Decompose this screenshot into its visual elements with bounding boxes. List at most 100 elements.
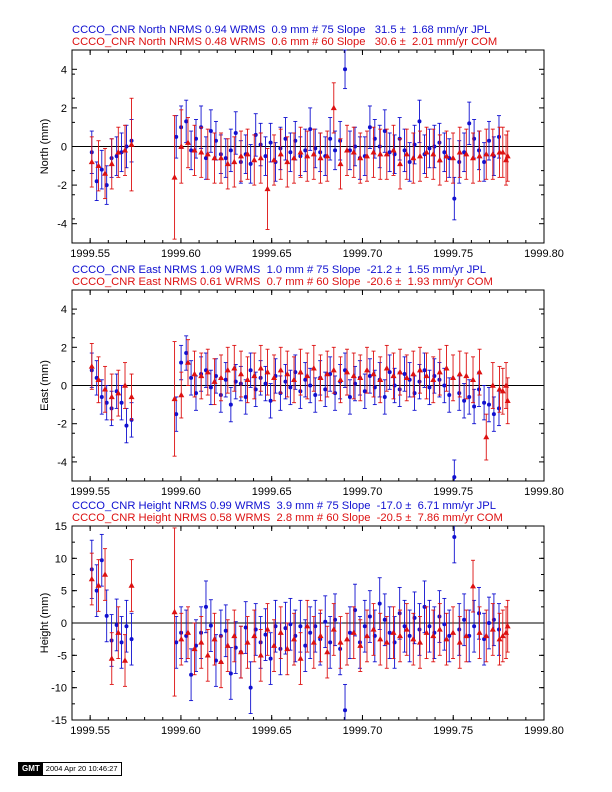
height-jpl-point xyxy=(362,624,367,629)
height-com-point xyxy=(122,657,129,663)
east-com-point xyxy=(383,365,390,371)
north-jpl-point xyxy=(452,196,457,201)
height-jpl-point xyxy=(343,708,348,713)
height-com-point xyxy=(504,623,511,629)
east-jpl-point xyxy=(382,394,387,399)
east-com-point xyxy=(337,376,344,382)
east-com-point xyxy=(128,393,135,400)
north-com-point xyxy=(291,154,298,161)
east-com-point xyxy=(264,368,271,375)
east-com-point xyxy=(271,374,278,381)
east-jpl-point xyxy=(482,400,487,405)
north-jpl-point xyxy=(457,159,462,164)
north-header-jpl: CCCO_CNR North NRMS 0.94 WRMS 0.9 mm # 7… xyxy=(72,24,491,36)
height-com-point xyxy=(95,582,102,588)
east-jpl-point xyxy=(119,400,124,405)
north-com-point xyxy=(430,151,437,157)
north-jpl-point xyxy=(228,148,233,153)
height-jpl-point xyxy=(328,640,333,645)
north-com-point xyxy=(350,149,357,155)
height-com-point xyxy=(377,635,384,642)
east-com-point xyxy=(496,386,503,392)
east-com-point xyxy=(88,363,95,369)
height-com-point xyxy=(102,571,109,577)
height-jpl-point xyxy=(208,623,213,628)
north-jpl-point xyxy=(303,148,308,153)
east-jpl-point xyxy=(477,387,482,392)
height-jpl-point xyxy=(223,628,228,633)
height-jpl-point xyxy=(189,672,194,677)
height-com-point xyxy=(403,626,410,632)
north-jpl-point xyxy=(114,154,119,159)
north-jpl-point xyxy=(208,129,213,134)
north-jpl-point xyxy=(343,67,348,72)
north-ytick-label: -4 xyxy=(57,219,67,231)
north-com-point xyxy=(257,154,264,161)
height-jpl-point xyxy=(452,534,457,539)
east-com-point xyxy=(257,365,264,371)
height-com-point xyxy=(344,635,351,642)
east-jpl-point xyxy=(99,394,104,399)
north-ytick-label: -2 xyxy=(57,180,67,192)
east-ytick-label: 2 xyxy=(61,342,67,354)
east-com-point xyxy=(238,370,245,377)
east-com-point xyxy=(204,368,211,375)
east-com-point xyxy=(330,367,337,373)
height-com-point xyxy=(443,635,450,642)
north-com-point xyxy=(330,104,337,111)
height-jpl-point xyxy=(184,633,189,638)
east-com-point xyxy=(430,376,437,382)
north-com-point xyxy=(324,152,331,159)
east-com-point xyxy=(499,388,506,394)
height-com-point xyxy=(350,629,357,635)
east-jpl-point xyxy=(387,370,392,375)
height-com-point xyxy=(264,626,271,632)
north-com-point xyxy=(185,139,192,145)
east-com-point xyxy=(218,374,225,381)
east-com-point xyxy=(231,365,238,371)
height-com-point xyxy=(198,639,205,645)
north-xtick-label: 1999.80 xyxy=(524,248,564,260)
north-com-point xyxy=(450,154,457,161)
east-xtick-label: 1999.75 xyxy=(433,486,473,498)
east-com-point xyxy=(297,368,304,375)
north-xtick-label: 1999.75 xyxy=(433,248,473,260)
north-com-point xyxy=(397,160,404,167)
height-com-point xyxy=(231,632,238,639)
height-com-point xyxy=(297,655,304,661)
east-jpl-point xyxy=(213,373,218,378)
north-jpl-point xyxy=(124,144,129,149)
plot-timestamp: 2004 Apr 20 10:46:27 xyxy=(42,763,121,775)
east-com-point xyxy=(463,372,470,379)
height-jpl-point xyxy=(248,685,253,690)
north-com-point xyxy=(310,151,317,157)
east-jpl-point xyxy=(496,406,501,411)
height-jpl-point xyxy=(273,624,278,629)
east-jpl-point xyxy=(452,475,457,480)
east-jpl-point xyxy=(457,391,462,396)
north-jpl-point xyxy=(467,121,472,126)
height-jpl-point xyxy=(124,624,129,629)
height-com-point xyxy=(304,623,311,629)
height-jpl-point xyxy=(486,621,491,625)
height-com-point xyxy=(364,632,370,639)
height-com-point xyxy=(211,635,218,642)
north-xtick-label: 1999.65 xyxy=(252,248,292,260)
height-com-point xyxy=(115,629,122,635)
north-jpl-point xyxy=(233,130,238,135)
east-com-point xyxy=(423,372,430,379)
height-jpl-point xyxy=(174,640,179,645)
height-jpl-point xyxy=(119,640,124,645)
east-jpl-point xyxy=(223,377,228,382)
height-com-point xyxy=(499,632,506,639)
height-com-point xyxy=(271,642,278,648)
height-com-point xyxy=(430,632,437,639)
east-jpl-point xyxy=(184,351,189,356)
east-com-point xyxy=(178,391,185,398)
east-com-point xyxy=(284,370,291,377)
north-com-point xyxy=(410,154,417,161)
east-xtick-label: 1999.60 xyxy=(161,486,201,498)
height-xtick-label: 1999.55 xyxy=(70,725,110,737)
north-com-point xyxy=(377,151,384,157)
north-jpl-point xyxy=(268,140,273,145)
